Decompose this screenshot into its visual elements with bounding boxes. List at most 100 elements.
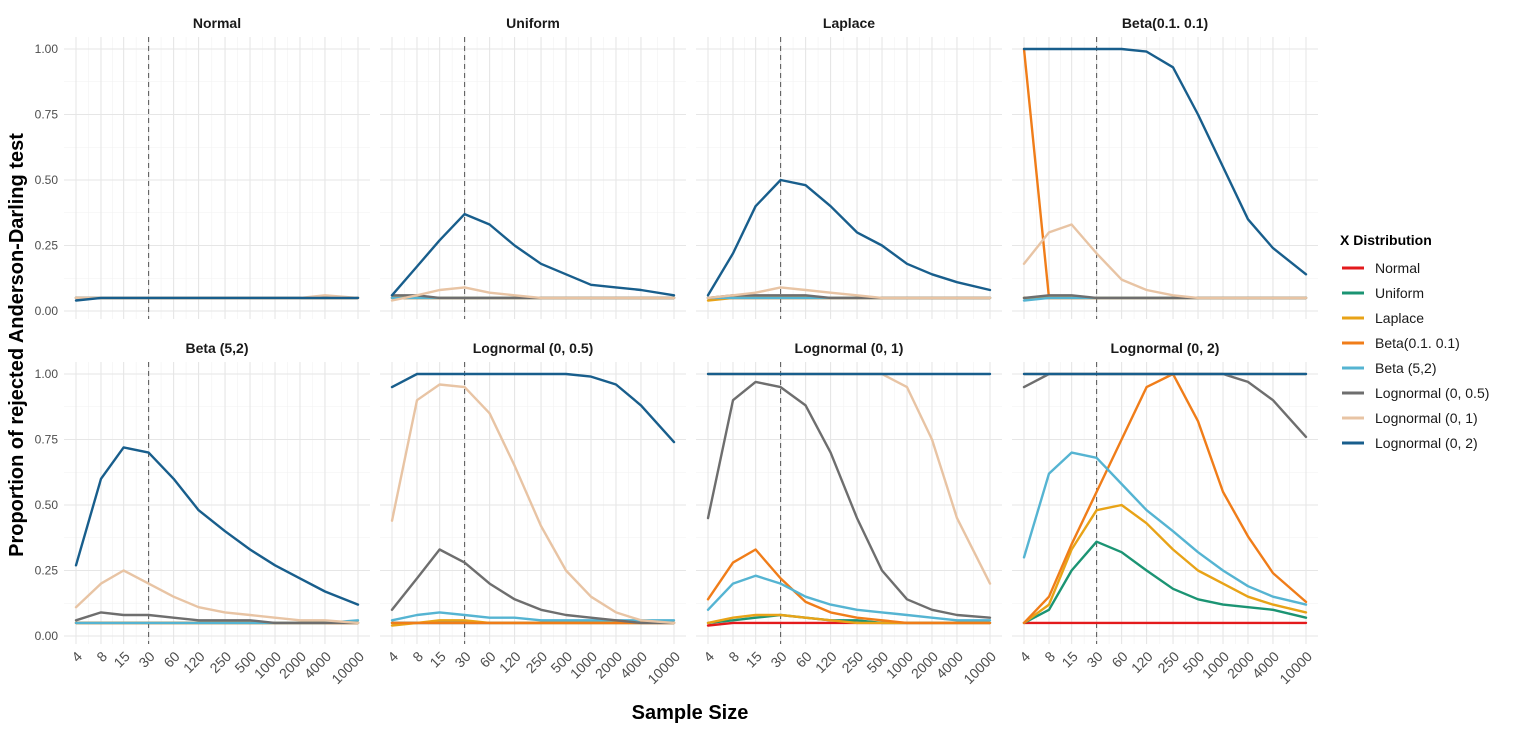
panel-background bbox=[380, 37, 686, 319]
panel: Lognormal (0, 0.5)4 8 15 30 6012025050010002… bbox=[380, 340, 686, 687]
x-tick-label: 4 bbox=[68, 648, 85, 665]
x-tick-label: 15 bbox=[427, 648, 449, 670]
panel-grid: Normal 0.00 0.25 0.50 0.75 1.00 Uniform Laplace… bbox=[35, 15, 1318, 687]
series-line bbox=[390, 372, 676, 444]
x-tick-label: 60 bbox=[1108, 648, 1130, 670]
x-tick-label: 4 bbox=[384, 648, 401, 665]
panel: Beta (5,2) 0.00 0.25 0.50 0.75 1.00 4 8 15 30 6012… bbox=[35, 340, 370, 687]
legend: X Distribution Normal Uniform Laplace Beta(… bbox=[1340, 232, 1489, 451]
legend-label: Lognormal (0, 1) bbox=[1375, 410, 1478, 426]
panel-title: Lognormal (0, 0.5) bbox=[473, 340, 594, 356]
y-tick-label: 0.50 bbox=[35, 173, 59, 187]
x-tick-label: 2000 bbox=[592, 648, 625, 681]
y-tick-label: 0.25 bbox=[35, 564, 59, 578]
y-tick-label: 0.50 bbox=[35, 498, 59, 512]
panel-background bbox=[64, 37, 370, 319]
x-tick-label: 30 bbox=[767, 648, 789, 670]
panel-title: Lognormal (0, 2) bbox=[1111, 340, 1220, 356]
x-tick-label: 4 bbox=[1016, 648, 1033, 665]
x-axis-title: Sample Size bbox=[632, 702, 749, 724]
legend-label: Lognormal (0, 0.5) bbox=[1375, 385, 1489, 401]
x-tick-label: 1000 bbox=[1199, 648, 1232, 681]
legend-item: Normal bbox=[1342, 260, 1420, 276]
series-line bbox=[1022, 223, 1308, 300]
x-tick-label: 120 bbox=[812, 648, 840, 676]
x-tick-label: 10000 bbox=[960, 648, 999, 687]
panel-background bbox=[64, 362, 370, 644]
panel-title: Normal bbox=[193, 15, 241, 31]
x-tick-label: 8 bbox=[93, 648, 110, 665]
legend-title: X Distribution bbox=[1340, 232, 1432, 248]
x-tick-label: 60 bbox=[792, 648, 814, 670]
x-tick-label: 120 bbox=[496, 648, 524, 676]
series-line bbox=[1022, 503, 1308, 625]
series-line bbox=[706, 286, 992, 300]
y-tick-label: 0.00 bbox=[35, 629, 59, 643]
x-tick-label: 250 bbox=[206, 648, 234, 676]
panel-background bbox=[1012, 362, 1318, 644]
series-line bbox=[74, 446, 360, 606]
panel: Beta(0.1. 0.1) bbox=[1012, 15, 1318, 319]
x-tick-label: 2000 bbox=[908, 648, 941, 681]
x-tick-label: 250 bbox=[1154, 648, 1182, 676]
x-tick-label: 30 bbox=[135, 648, 157, 670]
y-tick-label: 1.00 bbox=[35, 42, 59, 56]
x-tick-label: 15 bbox=[1059, 648, 1081, 670]
series-line bbox=[390, 548, 676, 625]
panel-title: Beta(0.1. 0.1) bbox=[1122, 15, 1208, 31]
series-line bbox=[1022, 540, 1308, 625]
panel-title: Lognormal (0, 1) bbox=[795, 340, 904, 356]
legend-items: Normal Uniform Laplace Beta(0.1. 0.1) Beta (… bbox=[1342, 260, 1489, 451]
x-tick-label: 10000 bbox=[328, 648, 367, 687]
y-axis-title: Proportion of rejected Anderson-Darling … bbox=[6, 133, 28, 557]
series-line bbox=[1022, 372, 1308, 625]
x-tick-label: 120 bbox=[1128, 648, 1156, 676]
x-tick-label: 8 bbox=[725, 648, 742, 665]
legend-item: Lognormal (0, 2) bbox=[1342, 435, 1478, 451]
series-line bbox=[706, 574, 992, 622]
y-tick-label: 0.25 bbox=[35, 239, 59, 253]
legend-item: Laplace bbox=[1342, 310, 1424, 326]
legend-label: Lognormal (0, 2) bbox=[1375, 435, 1478, 451]
x-tick-label: 60 bbox=[476, 648, 498, 670]
panel-title: Beta (5,2) bbox=[185, 340, 248, 356]
legend-item: Lognormal (0, 0.5) bbox=[1342, 385, 1489, 401]
x-tick-label: 1000 bbox=[567, 648, 600, 681]
x-tick-label: 120 bbox=[180, 648, 208, 676]
x-tick-label: 10000 bbox=[1276, 648, 1315, 687]
legend-item: Lognormal (0, 1) bbox=[1342, 410, 1478, 426]
panel-title: Laplace bbox=[823, 15, 875, 31]
series-line bbox=[74, 296, 360, 302]
legend-label: Beta (5,2) bbox=[1375, 360, 1436, 376]
x-tick-label: 15 bbox=[111, 648, 133, 670]
x-tick-label: 60 bbox=[160, 648, 182, 670]
series-line bbox=[1022, 451, 1308, 606]
x-tick-label: 30 bbox=[1083, 648, 1105, 670]
series-line bbox=[390, 212, 676, 297]
panel-background bbox=[1012, 37, 1318, 319]
series-line bbox=[706, 380, 992, 619]
panel-background bbox=[380, 362, 686, 644]
panel: Uniform bbox=[380, 15, 686, 319]
series-line bbox=[1022, 47, 1308, 276]
legend-item: Uniform bbox=[1342, 285, 1424, 301]
x-tick-label: 30 bbox=[451, 648, 473, 670]
x-tick-label: 1000 bbox=[251, 648, 284, 681]
legend-label: Beta(0.1. 0.1) bbox=[1375, 335, 1460, 351]
panel: Lognormal (0, 1)4 8 15 30 601202505001000200… bbox=[696, 340, 1002, 687]
x-tick-label: 4 bbox=[700, 648, 717, 665]
x-tick-label: 1000 bbox=[883, 648, 916, 681]
panel: Laplace bbox=[696, 15, 1002, 319]
x-tick-label: 10000 bbox=[644, 648, 683, 687]
series-line bbox=[74, 611, 360, 625]
y-tick-label: 0.75 bbox=[35, 108, 59, 122]
x-tick-label: 250 bbox=[838, 648, 866, 676]
series-line bbox=[706, 178, 992, 297]
panel: Lognormal (0, 2)4 8 15 30 601202505001000200… bbox=[1012, 340, 1318, 687]
y-tick-label: 0.75 bbox=[35, 433, 59, 447]
x-tick-label: 2000 bbox=[276, 648, 309, 681]
panel: Normal 0.00 0.25 0.50 0.75 1.00 bbox=[35, 15, 370, 319]
series-line bbox=[390, 383, 676, 625]
y-tick-label: 1.00 bbox=[35, 367, 59, 381]
